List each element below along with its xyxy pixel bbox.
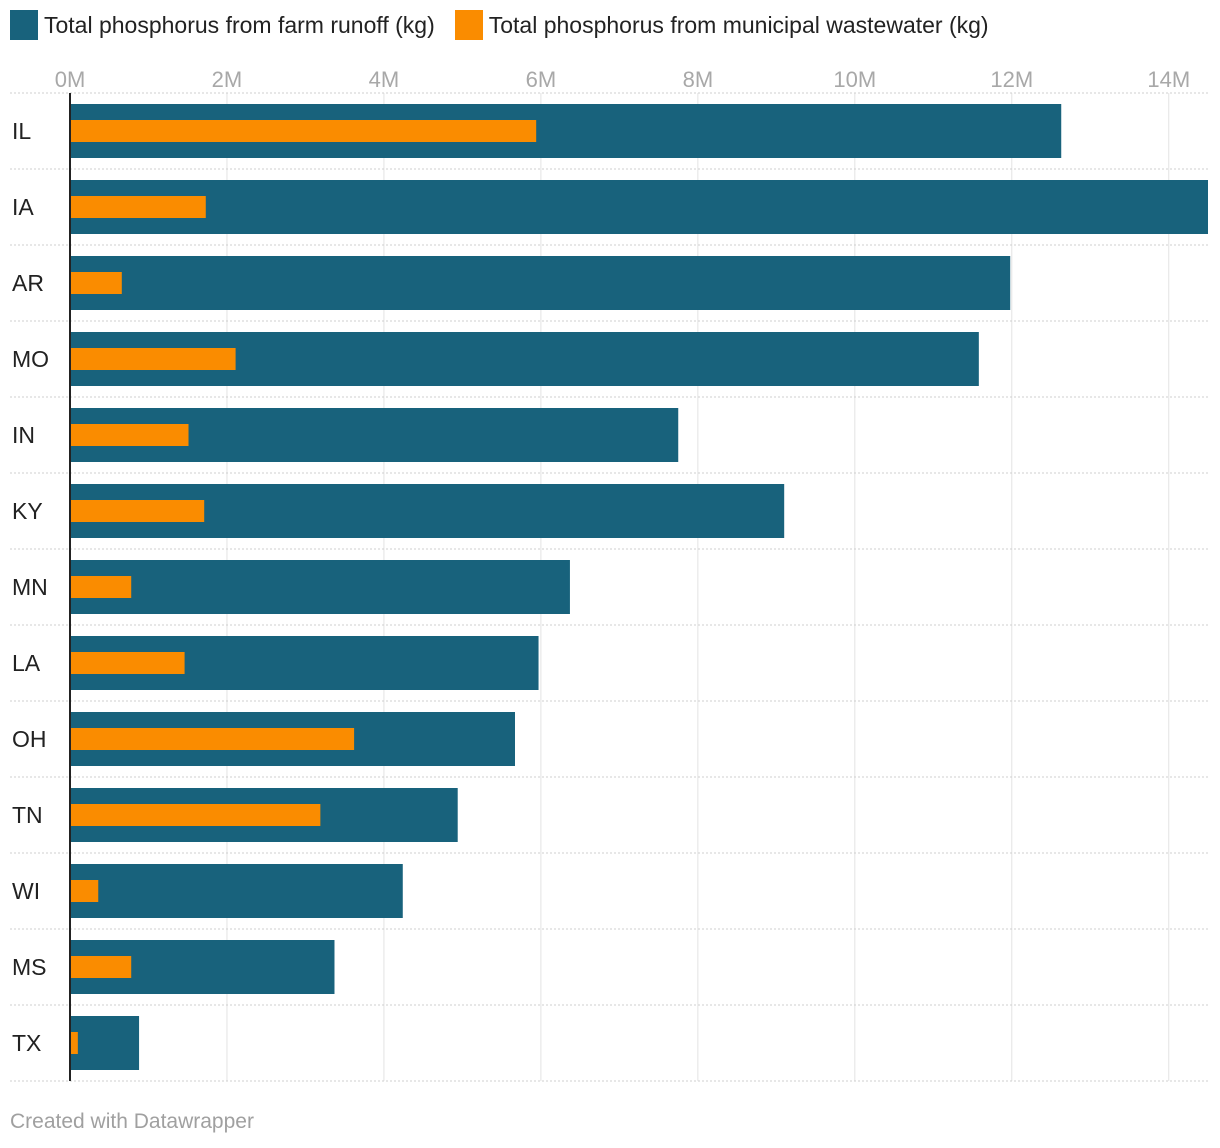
- bar-municipal-wastewater-MN: [70, 576, 132, 598]
- category-label-OH: OH: [12, 726, 47, 752]
- x-tick-label-0: 0M: [55, 67, 86, 92]
- bar-municipal-wastewater-MO: [70, 348, 236, 370]
- category-label-TN: TN: [12, 802, 43, 828]
- bar-municipal-wastewater-OH: [70, 728, 355, 750]
- category-label-IL: IL: [12, 118, 31, 144]
- bar-farm-runoff-AR: [70, 256, 1011, 310]
- bar-municipal-wastewater-IL: [70, 120, 537, 142]
- bar-farm-runoff-IA: [70, 180, 1208, 234]
- bar-farm-runoff-MN: [70, 560, 570, 614]
- category-label-WI: WI: [12, 878, 40, 904]
- bar-municipal-wastewater-MS: [70, 956, 132, 978]
- bar-municipal-wastewater-IN: [70, 424, 189, 446]
- x-tick-label-6: 6M: [526, 67, 557, 92]
- bar-municipal-wastewater-WI: [70, 880, 99, 902]
- bar-municipal-wastewater-TX: [70, 1032, 78, 1054]
- legend: Total phosphorus from farm runoff (kg) T…: [10, 10, 1009, 40]
- bar-farm-runoff-TX: [70, 1016, 140, 1070]
- bar-chart: 0M 2M 4M 6M 8M 10M 12M 14M IL IA AR MO IN KY MN LA OH TN W…: [10, 67, 1208, 1082]
- category-label-AR: AR: [12, 270, 44, 296]
- footer-credit: Created with Datawrapper: [10, 1110, 254, 1133]
- category-label-IA: IA: [12, 194, 34, 220]
- category-label-MS: MS: [12, 954, 47, 980]
- legend-swatch-farm-runoff: [10, 10, 38, 40]
- x-tick-label-14: 14M: [1147, 67, 1190, 92]
- legend-swatch-municipal-wastewater: [454, 10, 483, 40]
- legend-label-farm-runoff: Total phosphorus from farm runoff (kg): [44, 11, 435, 38]
- legend-item-municipal-wastewater: Total phosphorus from municipal wastewat…: [454, 10, 989, 40]
- bar-municipal-wastewater-LA: [70, 652, 185, 674]
- bar-municipal-wastewater-TN: [70, 804, 321, 826]
- bar-farm-runoff-WI: [70, 864, 403, 918]
- category-label-LA: LA: [12, 650, 41, 676]
- bar-municipal-wastewater-IA: [70, 196, 206, 218]
- x-tick-label-2: 2M: [212, 67, 243, 92]
- category-label-IN: IN: [12, 422, 35, 448]
- legend-label-municipal-wastewater: Total phosphorus from municipal wastewat…: [488, 11, 989, 38]
- x-tick-label-8: 8M: [683, 67, 714, 92]
- category-label-MO: MO: [12, 346, 49, 372]
- category-label-KY: KY: [12, 498, 43, 524]
- category-label-MN: MN: [12, 574, 48, 600]
- bar-municipal-wastewater-KY: [70, 500, 205, 522]
- legend-item-farm-runoff: Total phosphorus from farm runoff (kg): [10, 10, 435, 40]
- category-label-TX: TX: [12, 1030, 41, 1056]
- x-tick-label-12: 12M: [990, 67, 1033, 92]
- x-tick-label-4: 4M: [369, 67, 400, 92]
- x-tick-label-10: 10M: [833, 67, 876, 92]
- bar-municipal-wastewater-AR: [70, 272, 122, 294]
